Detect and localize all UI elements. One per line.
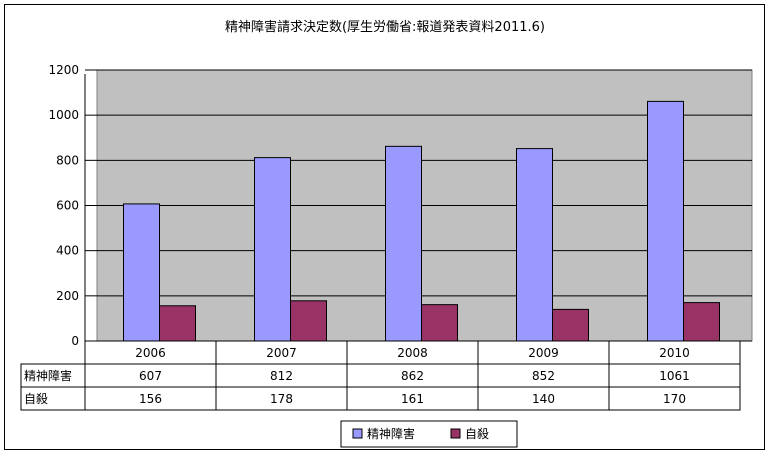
legend-box [340, 420, 518, 448]
data-label: 161 [401, 392, 424, 406]
data-label: 812 [270, 369, 293, 383]
data-label: 1061 [659, 369, 690, 383]
table-series-label: 精神障害 [24, 368, 72, 383]
x-tick-label: 2008 [397, 346, 428, 360]
bar-suicide [552, 308, 589, 342]
bar-suicide [290, 300, 327, 342]
data-label: 156 [139, 392, 162, 406]
y-tick-label: 400 [56, 244, 79, 258]
data-label: 862 [401, 369, 424, 383]
y-tick-label: 0 [71, 334, 79, 348]
bar-mental [516, 148, 553, 342]
y-tick-label: 600 [56, 199, 79, 213]
table-border-columns [84, 340, 741, 411]
y-tick-label: 1000 [48, 108, 79, 122]
legend-swatch [352, 428, 363, 439]
legend-label: 精神障害 [367, 426, 415, 441]
table-series-label: 自殺 [24, 392, 48, 406]
chart-title: 精神障害請求決定数(厚生労働省:報道発表資料2011.6) [225, 19, 545, 35]
data-label: 178 [270, 392, 293, 406]
x-tick-label: 2006 [135, 346, 166, 360]
legend-label: 自殺 [465, 427, 489, 441]
x-tick-label: 2010 [659, 346, 690, 360]
legend: 精神障害 自殺 [340, 420, 518, 448]
y-tick-label: 200 [56, 289, 79, 303]
data-label: 170 [663, 392, 686, 406]
bar-suicide [683, 302, 720, 342]
x-tick-label: 2009 [528, 346, 559, 360]
data-table: 2006 2007 2008 2009 2010 精神障害 607 812 862 852 1061… [20, 340, 741, 411]
plot-area: 0 200 400 600 800 1000 1200 [48, 63, 753, 348]
y-tick-label: 1200 [48, 63, 79, 77]
data-label: 607 [139, 369, 162, 383]
bar-mental [647, 100, 684, 342]
x-tick-label: 2007 [266, 346, 297, 360]
y-tick-label: 800 [56, 153, 79, 167]
bar-suicide [421, 304, 458, 342]
data-label: 140 [532, 392, 555, 406]
bar-suicide [159, 305, 196, 342]
data-label: 852 [532, 369, 555, 383]
legend-swatch [450, 428, 461, 439]
bar-mental [123, 203, 160, 342]
bar-mental [254, 157, 291, 342]
bar-mental [385, 145, 422, 342]
